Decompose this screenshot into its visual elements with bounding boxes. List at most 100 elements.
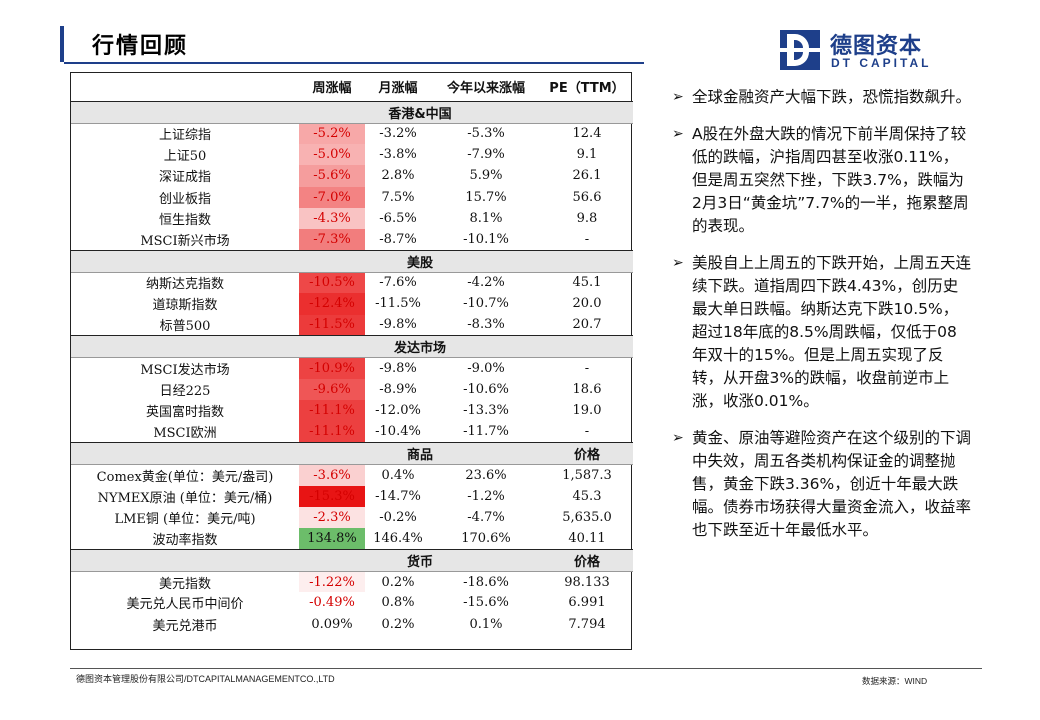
footer-source: 数据来源：WIND xyxy=(862,676,928,686)
section-price-label: 价格 xyxy=(541,441,633,465)
week-change-cell: 134.8% xyxy=(299,528,365,550)
table-row: LME铜 (单位：美元/吨) -2.3% -0.2% -4.7% 5,635.0 xyxy=(71,506,633,528)
ytd-change-cell: 170.6% xyxy=(461,530,511,546)
ytd-change-cell: -13.3% xyxy=(463,403,509,419)
section-header-row: 发达市场 xyxy=(71,335,633,359)
name-cell: MSCI发达市场 xyxy=(140,363,230,379)
ytd-change-cell: 23.6% xyxy=(465,467,507,483)
name-cell: 美元兑港币 xyxy=(152,618,218,634)
table-row: 波动率指数 134.8% 146.4% 170.6% 40.11 xyxy=(71,528,633,550)
week-change-cell: -1.22% xyxy=(299,571,365,593)
section-label: 货币 xyxy=(299,548,541,572)
month-change-cell: -11.5% xyxy=(375,296,421,312)
section-header-row: 香港&中国 xyxy=(71,100,633,124)
header-pe: PE（TTM） xyxy=(541,73,633,102)
ytd-change-cell: -15.6% xyxy=(463,595,509,611)
footer-divider xyxy=(70,668,982,669)
page-title: 行情回顾 xyxy=(92,33,189,59)
table-row: NYMEX原油 (单位：美元/桶) -15.3% -14.7% -1.2% 45.3 xyxy=(71,485,633,507)
pe-cell: 9.1 xyxy=(576,147,598,163)
month-change-cell: -10.4% xyxy=(375,424,421,440)
month-change-cell: 7.5% xyxy=(381,189,415,205)
section-label: 商品 xyxy=(299,441,541,465)
month-change-cell: -7.6% xyxy=(379,275,417,291)
pe-cell: 18.6 xyxy=(572,381,602,397)
section-header-row: 货币 价格 xyxy=(71,548,633,572)
name-cell: 恒生指数 xyxy=(158,212,211,228)
logo-en-text: DT CAPITAL xyxy=(831,56,932,70)
table-row: 日经225 -9.6% -8.9% -10.6% 18.6 xyxy=(71,378,633,401)
pe-cell: 7.794 xyxy=(568,616,606,632)
week-change-cell: -2.3% xyxy=(299,506,365,528)
title-underline xyxy=(64,62,644,64)
pe-cell: 19.0 xyxy=(572,403,602,419)
month-change-cell: -3.8% xyxy=(379,147,417,163)
pe-cell: 20.0 xyxy=(572,296,602,312)
table-row: 美元兑人民币中间价 -0.49% 0.8% -15.6% 6.991 xyxy=(71,592,633,614)
table-row: 标普500 -11.5% -9.8% -8.3% 20.7 xyxy=(71,314,633,336)
table-row: 英国富时指数 -11.1% -12.0% -13.3% 19.0 xyxy=(71,400,633,422)
ytd-change-cell: -10.7% xyxy=(463,296,509,312)
commentary-item: ➢ 黄金、原油等避险资产在这个级别的下调中失效，周五各类机构保证金的调整抛售，黄金… xyxy=(672,427,972,542)
month-change-cell: 0.4% xyxy=(381,467,415,483)
ytd-change-cell: -11.7% xyxy=(463,424,509,440)
name-cell: 波动率指数 xyxy=(152,532,218,548)
ytd-change-cell: -7.9% xyxy=(467,147,505,163)
name-cell: 深证成指 xyxy=(158,170,211,186)
ytd-change-cell: -10.1% xyxy=(463,231,509,247)
arrow-bullet-icon: ➢ xyxy=(672,126,684,142)
pe-cell: 26.1 xyxy=(572,168,602,184)
month-change-cell: 0.2% xyxy=(381,616,415,632)
header-week: 周涨幅 xyxy=(299,73,365,102)
name-cell: Comex黄金(单位：美元/盎司) xyxy=(96,469,274,485)
month-change-cell: -0.2% xyxy=(379,509,417,525)
logo-d-icon xyxy=(780,30,820,70)
week-change-cell: -12.4% xyxy=(299,293,365,315)
month-change-cell: -9.8% xyxy=(379,317,417,333)
table-row: Comex黄金(单位：美元/盎司) -3.6% 0.4% 23.6% 1,587.3 xyxy=(71,464,633,486)
ytd-change-cell: -9.0% xyxy=(467,361,505,377)
name-cell: 上证综指 xyxy=(158,128,211,144)
table-row: 上证综指 -5.2% -3.2% -5.3% 12.4 xyxy=(71,123,633,145)
name-cell: 美元指数 xyxy=(158,576,211,592)
market-review-table: 周涨幅 月涨幅 今年以来涨幅 PE（TTM） 香港&中国 上证综指 -5.2% -3.… xyxy=(70,72,633,650)
name-cell: 日经225 xyxy=(159,383,211,399)
pe-cell: - xyxy=(584,361,590,377)
week-change-cell: -10.5% xyxy=(299,272,365,294)
week-change-cell: -5.0% xyxy=(299,144,365,166)
commentary-text: 全球金融资产大幅下跌，恐慌指数飙升。 xyxy=(692,88,972,106)
arrow-bullet-icon: ➢ xyxy=(672,89,684,105)
commentary-text: A股在外盘大跌的情况下前半周保持了较低的跌幅，沪指周四甚至收涨0.11%，但是周… xyxy=(692,125,969,235)
name-cell: 上证50 xyxy=(163,149,207,165)
month-change-cell: -14.7% xyxy=(375,488,421,504)
commentary-item: ➢ 美股自上上周五的下跌开始，上周五天连续下跌。道指周四下跌4.43%，创历史最大… xyxy=(672,252,972,413)
week-change-cell: -7.0% xyxy=(299,186,365,208)
pe-cell: - xyxy=(584,424,590,440)
header-month: 月涨幅 xyxy=(365,73,431,102)
section-label: 美股 xyxy=(299,249,541,273)
table-body: 香港&中国 上证综指 -5.2% -3.2% -5.3% 12.4 上证50 -5.0% -3.… xyxy=(71,100,633,635)
table-row: 道琼斯指数 -12.4% -11.5% -10.7% 20.0 xyxy=(71,293,633,315)
name-cell: 英国富时指数 xyxy=(145,405,224,421)
week-change-cell: -5.6% xyxy=(299,165,365,187)
name-cell: MSCI新兴市场 xyxy=(140,233,230,249)
month-change-cell: 146.4% xyxy=(373,530,423,546)
week-change-cell: 0.09% xyxy=(299,613,365,635)
header-ytd: 今年以来涨幅 xyxy=(431,73,541,102)
pe-cell: 5,635.0 xyxy=(562,509,612,525)
week-change-cell: -15.3% xyxy=(299,485,365,507)
ytd-change-cell: -1.2% xyxy=(467,488,505,504)
month-change-cell: -3.2% xyxy=(379,126,417,142)
commentary-list: ➢ 全球金融资产大幅下跌，恐慌指数飙升。 ➢ A股在外盘大跌的情况下前半周保持了较低的… xyxy=(672,86,972,556)
week-change-cell: -11.5% xyxy=(299,314,365,336)
week-change-cell: -0.49% xyxy=(299,592,365,614)
ytd-change-cell: -8.3% xyxy=(467,317,505,333)
pe-cell: 45.3 xyxy=(572,488,602,504)
table-row: 美元兑港币 0.09% 0.2% 0.1% 7.794 xyxy=(71,613,633,635)
commentary-item: ➢ 全球金融资产大幅下跌，恐慌指数飙升。 xyxy=(672,86,972,109)
pe-cell: - xyxy=(584,231,590,247)
month-change-cell: -9.8% xyxy=(379,361,417,377)
week-change-cell: -7.3% xyxy=(299,228,365,251)
pe-cell: 12.4 xyxy=(572,126,602,142)
ytd-change-cell: 8.1% xyxy=(469,210,503,226)
